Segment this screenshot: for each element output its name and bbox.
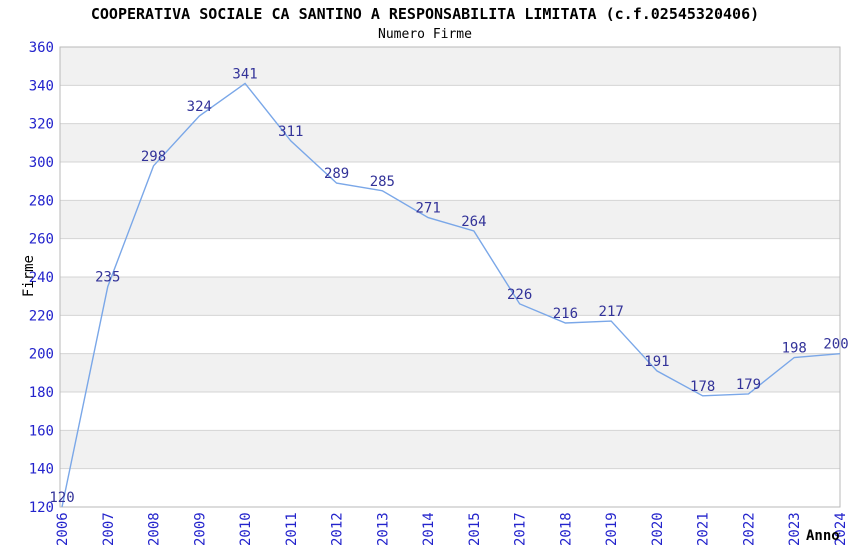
y-tick-label: 260	[29, 232, 54, 248]
data-point-label: 264	[461, 214, 486, 230]
y-tick-label: 160	[29, 423, 54, 439]
y-tick-label: 120	[29, 500, 54, 516]
data-point-label: 226	[507, 287, 532, 303]
data-point-label: 298	[141, 149, 166, 165]
y-axis-title: Firme	[21, 255, 37, 298]
y-tick-label: 240	[29, 270, 54, 286]
chart-title: COOPERATIVA SOCIALE CA SANTINO A RESPONS…	[90, 5, 760, 23]
plot-band	[60, 468, 840, 507]
x-tick-label: 2006	[55, 512, 71, 546]
plot-band	[60, 123, 840, 162]
data-point-label: 311	[278, 124, 303, 140]
data-point-label: 271	[415, 201, 440, 217]
y-tick-label: 200	[29, 347, 54, 363]
x-tick-label: 2020	[650, 512, 666, 546]
data-point-label: 324	[187, 99, 212, 115]
plot-band	[60, 392, 840, 431]
x-tick-label: 2014	[421, 512, 437, 546]
data-point-label: 285	[370, 174, 395, 190]
data-point-label: 191	[644, 354, 669, 370]
x-tick-label: 2019	[604, 512, 620, 546]
x-tick-label: 2017	[513, 512, 529, 546]
data-point-label: 179	[736, 377, 761, 393]
plot-band	[60, 238, 840, 277]
plot-band	[60, 430, 840, 469]
x-tick-label: 2024	[833, 512, 849, 546]
data-point-label: 200	[823, 337, 848, 353]
y-tick-label: 180	[29, 385, 54, 401]
y-tick-label: 340	[29, 78, 54, 94]
data-point-label: 216	[553, 306, 578, 322]
plot-band	[60, 47, 840, 86]
data-point-label: 178	[690, 379, 715, 395]
data-point-label: 198	[782, 341, 807, 357]
chart-subtitle: Numero Firme	[378, 27, 472, 42]
y-tick-label: 280	[29, 193, 54, 209]
data-point-label: 235	[95, 270, 120, 286]
plot-band	[60, 85, 840, 124]
y-tick-label: 220	[29, 308, 54, 324]
y-tick-label: 140	[29, 462, 54, 478]
x-tick-label: 2009	[192, 512, 208, 546]
plot-band	[60, 277, 840, 316]
x-tick-label: 2015	[467, 512, 483, 546]
y-tick-label: 360	[29, 40, 54, 56]
plot-border	[59, 46, 841, 508]
plot-band	[60, 353, 840, 392]
data-point-label: 341	[232, 66, 257, 82]
plot-band	[60, 315, 840, 354]
plot-band	[60, 200, 840, 239]
x-tick-label: 2007	[101, 512, 117, 546]
data-point-label: 289	[324, 166, 349, 182]
x-tick-label: 2023	[787, 512, 803, 546]
data-point-label: 217	[599, 304, 624, 320]
x-tick-label: 2021	[696, 512, 712, 546]
x-tick-label: 2013	[375, 512, 391, 546]
data-point-label: 120	[49, 490, 74, 506]
x-tick-label: 2011	[284, 512, 300, 546]
x-tick-label: 2022	[741, 512, 757, 546]
plot-band	[60, 162, 840, 201]
x-axis-title: Anno	[806, 528, 840, 544]
x-tick-label: 2018	[558, 512, 574, 546]
x-tick-label: 2010	[238, 512, 254, 546]
x-tick-label: 2012	[330, 512, 346, 546]
series-line	[61, 82, 841, 508]
y-tick-label: 300	[29, 155, 54, 171]
x-tick-label: 2008	[147, 512, 163, 546]
y-tick-label: 320	[29, 117, 54, 133]
